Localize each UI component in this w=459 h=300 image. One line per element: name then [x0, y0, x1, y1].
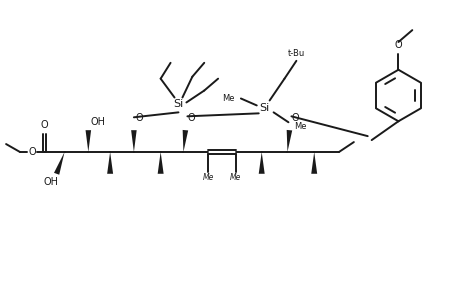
Text: Me: Me	[230, 173, 241, 182]
Text: Me: Me	[294, 122, 306, 131]
Polygon shape	[131, 130, 136, 152]
Polygon shape	[311, 152, 317, 174]
Text: t-Bu: t-Bu	[287, 50, 304, 58]
Polygon shape	[182, 130, 188, 152]
Text: Si: Si	[173, 99, 183, 110]
Polygon shape	[258, 152, 264, 174]
Text: O: O	[394, 40, 401, 50]
Text: O: O	[187, 113, 195, 123]
Text: O: O	[41, 120, 49, 130]
Polygon shape	[286, 130, 291, 152]
Polygon shape	[157, 152, 163, 174]
Text: OH: OH	[43, 177, 58, 187]
Text: Si: Si	[259, 103, 269, 113]
Polygon shape	[54, 152, 64, 175]
Polygon shape	[85, 130, 91, 152]
Polygon shape	[107, 152, 113, 174]
Text: Me: Me	[222, 94, 235, 103]
Text: Me: Me	[202, 173, 213, 182]
Text: O: O	[135, 113, 143, 123]
Text: OH: OH	[90, 117, 105, 127]
Text: O: O	[28, 147, 36, 157]
Text: O: O	[291, 113, 298, 123]
